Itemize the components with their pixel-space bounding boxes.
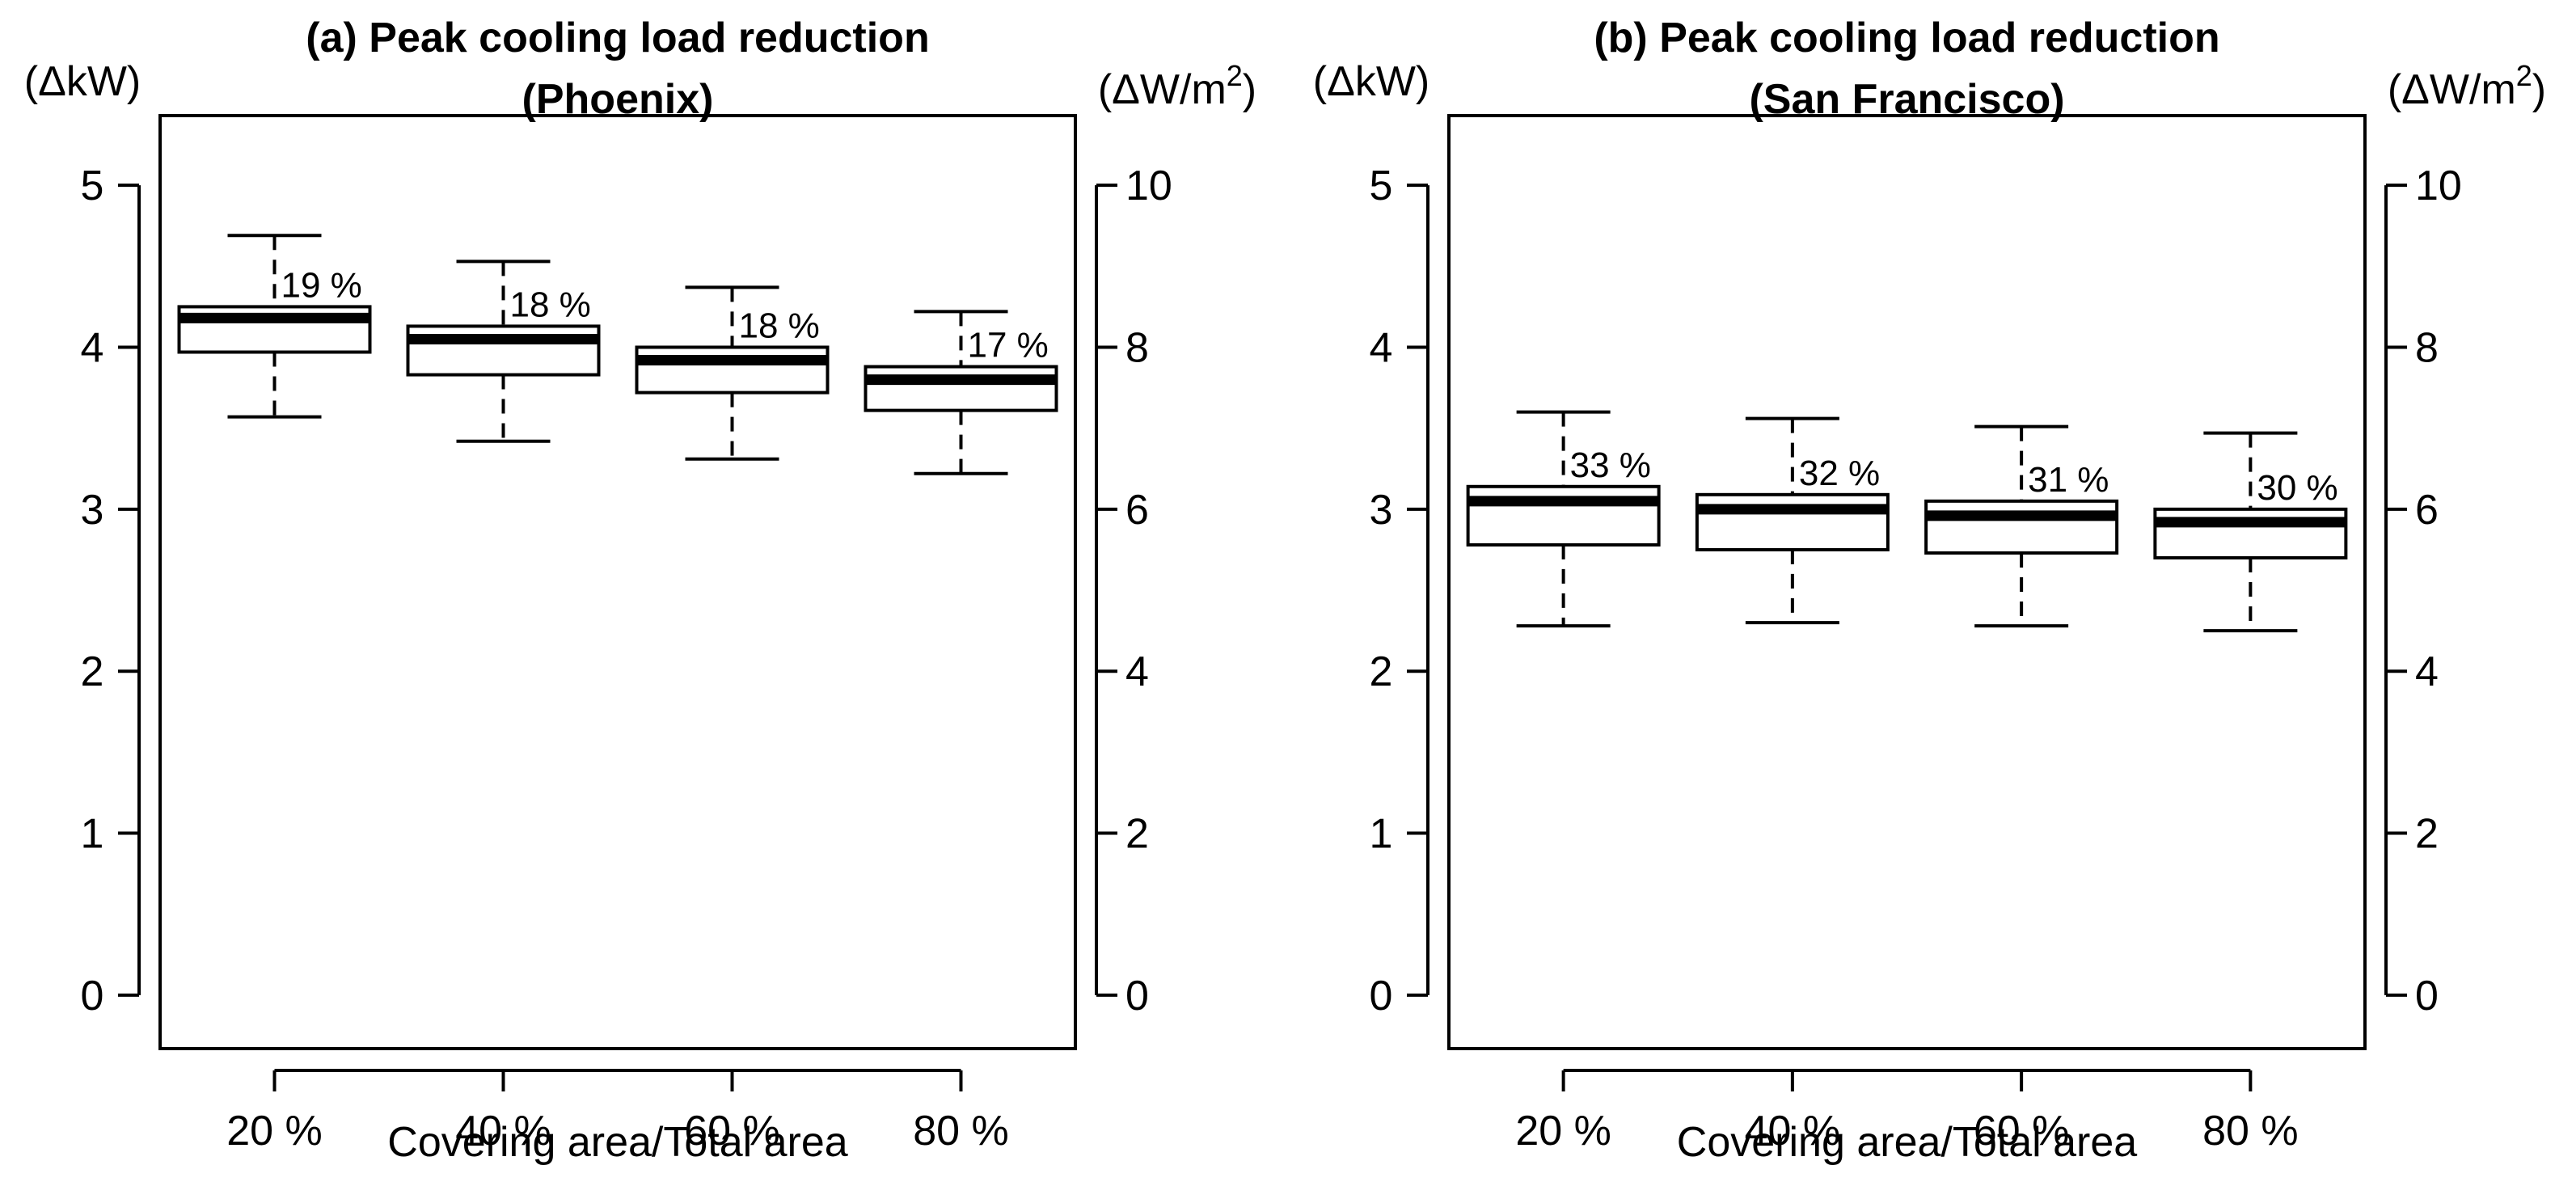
category-tick-label: 60 %: [1974, 1108, 2070, 1155]
left-tick-label: 0: [1370, 973, 1393, 1019]
right-tick-label: 4: [1125, 648, 1149, 695]
x-axis-label: Covering area/Total area: [1677, 1119, 2138, 1166]
left-tick-label: 4: [81, 324, 104, 371]
left-tick-label: 3: [1370, 487, 1393, 534]
right-tick-label: 2: [1125, 811, 1149, 858]
chart-title-line2: (San Francisco): [1749, 76, 2064, 123]
chart-title-line1: (a) Peak cooling load reduction: [306, 15, 929, 61]
category-tick-label: 40 %: [455, 1108, 551, 1155]
box-iqr: [2153, 507, 2348, 559]
left-tick-label: 1: [81, 811, 104, 858]
category-tick-label: 80 %: [913, 1108, 1009, 1155]
box-iqr: [864, 365, 1058, 412]
reduction-percent-label: 18 %: [510, 285, 591, 324]
category-tick-label: 40 %: [1745, 1108, 1841, 1155]
category-tick-label: 20 %: [226, 1108, 323, 1155]
right-tick-label: 6: [2415, 487, 2439, 534]
box-iqr: [406, 324, 601, 377]
chart-panel-san-francisco: (b) Peak cooling load reduction (San Fran…: [1313, 15, 2546, 1166]
right-tick-label: 6: [1125, 487, 1149, 534]
reduction-percent-label: 17 %: [968, 326, 1049, 365]
right-tick-label: 0: [1125, 973, 1149, 1019]
left-tick-label: 5: [1370, 163, 1393, 209]
right-tick-label: 8: [2415, 324, 2439, 371]
plot-frame: [158, 114, 1077, 1050]
box-iqr: [635, 345, 830, 395]
category-tick-label: 20 %: [1515, 1108, 1611, 1155]
right-tick-label: 10: [1125, 163, 1172, 209]
chart-title-line2: (Phoenix): [522, 76, 714, 123]
left-axis-unit: (ΔkW): [24, 58, 141, 105]
plot-frame: [1447, 114, 2367, 1050]
reduction-percent-label: 18 %: [739, 306, 820, 345]
box-iqr: [1466, 484, 1661, 547]
x-axis-label: Covering area/Total area: [387, 1119, 848, 1166]
right-tick-label: 4: [2415, 648, 2439, 695]
reduction-percent-label: 31 %: [2028, 460, 2109, 500]
chart-panel-phoenix: (a) Peak cooling load reduction (Phoenix)…: [24, 15, 1256, 1166]
left-tick-label: 4: [1370, 324, 1393, 371]
reduction-percent-label: 32 %: [1799, 454, 1880, 493]
right-tick-label: 10: [2415, 163, 2462, 209]
left-tick-label: 1: [1370, 811, 1393, 858]
right-axis-unit: (ΔW/m2): [2388, 59, 2546, 113]
category-tick-label: 80 %: [2202, 1108, 2299, 1155]
box-iqr: [1924, 499, 2119, 555]
right-tick-label: 8: [1125, 324, 1149, 371]
left-tick-label: 5: [81, 163, 104, 209]
left-tick-label: 2: [81, 648, 104, 695]
reduction-percent-label: 30 %: [2257, 468, 2337, 508]
box-iqr: [1695, 492, 1890, 551]
right-tick-label: 0: [2415, 973, 2439, 1019]
left-axis-unit: (ΔkW): [1313, 58, 1429, 105]
left-tick-label: 3: [81, 487, 104, 534]
category-tick-label: 60 %: [684, 1108, 780, 1155]
right-tick-label: 2: [2415, 811, 2439, 858]
chart-title-line1: (b) Peak cooling load reduction: [1594, 15, 2219, 61]
left-tick-label: 0: [81, 973, 104, 1019]
reduction-percent-label: 19 %: [281, 265, 362, 305]
right-axis-unit: (ΔW/m2): [1098, 59, 1256, 113]
left-tick-label: 2: [1370, 648, 1393, 695]
reduction-percent-label: 33 %: [1570, 445, 1651, 485]
